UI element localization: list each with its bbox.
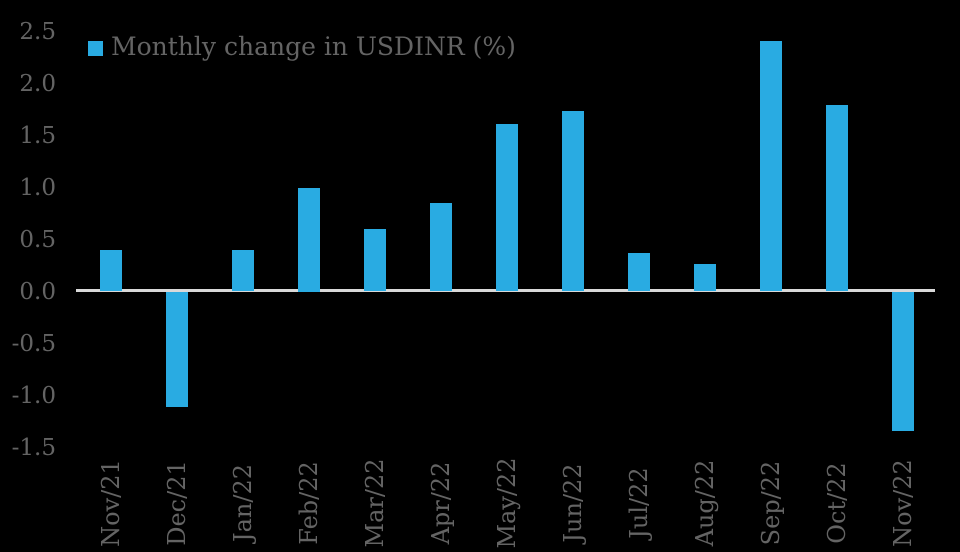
bar-aug-22 (694, 264, 716, 292)
x-tick-label: Apr/22 (427, 461, 455, 545)
bar-feb-22 (298, 187, 320, 292)
bar-oct-22 (826, 105, 848, 292)
x-tick-label: Nov/21 (97, 459, 125, 547)
x-tick-label: Jul/22 (625, 467, 653, 539)
y-tick-label: 2.5 (19, 18, 56, 45)
bar-may-22 (496, 124, 518, 292)
y-tick-label: -0.5 (11, 330, 56, 357)
x-tick-label: May/22 (493, 457, 521, 549)
bar-jan-22 (232, 249, 254, 292)
x-tick-label: Nov/22 (889, 459, 917, 547)
bar-apr-22 (430, 203, 452, 292)
bar-sep-22 (760, 40, 782, 292)
x-tick-label: Dec/21 (163, 460, 191, 546)
y-tick-label: -1.0 (11, 382, 56, 409)
y-tick-label: -1.5 (11, 434, 56, 461)
y-axis: 2.5 2.0 1.5 1.0 0.5 0.0 -0.5 -1.0 -1.5 (0, 0, 56, 552)
bar-jun-22 (562, 110, 584, 292)
bar-nov-21 (100, 249, 122, 292)
y-tick-label: 2.0 (19, 70, 56, 97)
x-tick-label: Feb/22 (295, 461, 323, 545)
y-tick-label: 1.0 (19, 174, 56, 201)
x-tick-label: Sep/22 (757, 460, 785, 546)
bar-nov-22 (892, 291, 914, 431)
y-tick-label: 1.5 (19, 122, 56, 149)
bar-jul-22 (628, 253, 650, 292)
y-tick-label: 0.0 (19, 278, 56, 305)
bar-mar-22 (364, 229, 386, 292)
legend-marker-icon (88, 40, 103, 56)
x-tick-label: Jan/22 (229, 463, 257, 543)
legend: Monthly change in USDINR (%) (88, 33, 516, 61)
x-tick-label: Oct/22 (823, 462, 851, 544)
legend-label: Monthly change in USDINR (%) (111, 32, 516, 61)
x-tick-label: Mar/22 (361, 458, 389, 548)
bar-dec-21 (166, 291, 188, 407)
x-tick-label: Aug/22 (691, 459, 719, 547)
y-tick-label: 0.5 (19, 226, 56, 253)
x-tick-label: Jun/22 (559, 463, 587, 543)
